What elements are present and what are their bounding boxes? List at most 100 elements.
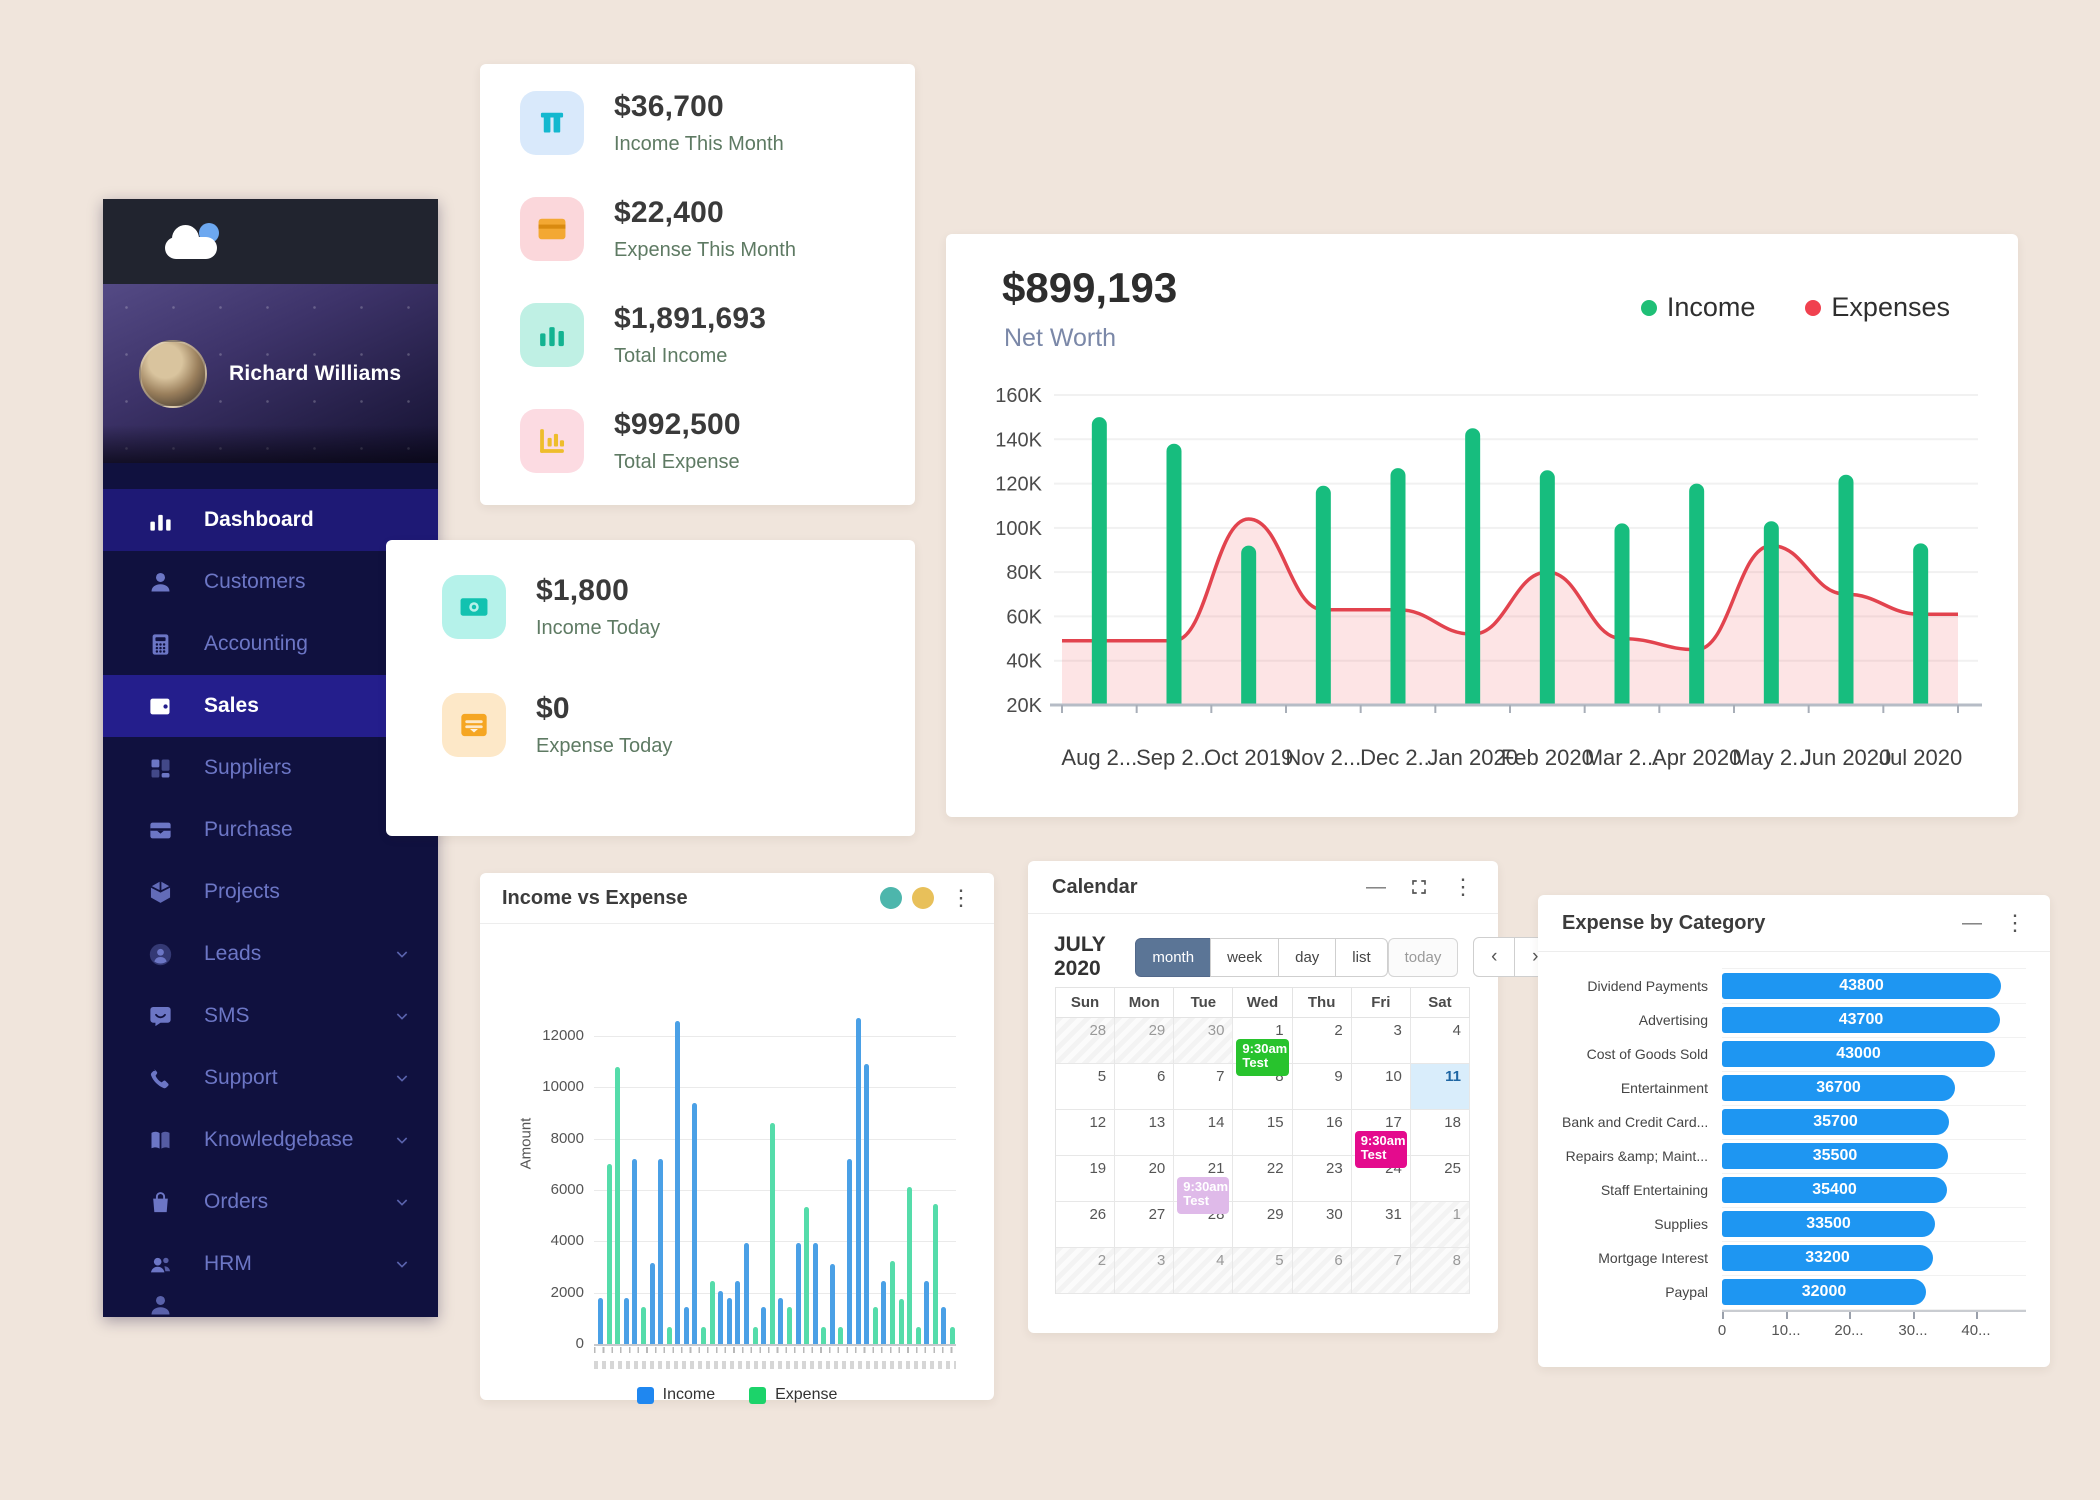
- cloud-logo-icon[interactable]: [165, 222, 221, 261]
- view-button-month[interactable]: month: [1135, 937, 1212, 977]
- calendar-day-29[interactable]: 29: [1233, 1202, 1293, 1248]
- sidebar-item-leads[interactable]: Leads: [103, 923, 438, 985]
- view-button-list[interactable]: list: [1335, 937, 1388, 977]
- calendar-day-26[interactable]: 26: [1056, 1202, 1116, 1248]
- category-bar[interactable]: 35700: [1722, 1108, 1949, 1135]
- calendar-day-9[interactable]: 9: [1292, 1064, 1352, 1110]
- category-bar[interactable]: 35500: [1722, 1142, 1948, 1169]
- category-bar[interactable]: 35400: [1722, 1176, 1947, 1203]
- kebab-menu-icon[interactable]: ⋮: [1452, 874, 1474, 899]
- calendar-day-4[interactable]: 4: [1410, 1018, 1470, 1064]
- calendar-day-12[interactable]: 12: [1056, 1110, 1116, 1156]
- calendar-day-23[interactable]: 23: [1292, 1156, 1352, 1202]
- chat-icon: [147, 1003, 174, 1030]
- calendar-day-19[interactable]: 19: [1056, 1156, 1116, 1202]
- calendar-day-22[interactable]: 22: [1233, 1156, 1293, 1202]
- calendar-day-31[interactable]: 31: [1351, 1202, 1411, 1248]
- calendar-event[interactable]: 9:30am Test: [1236, 1039, 1289, 1076]
- calendar-day-3-other[interactable]: 3: [1115, 1248, 1175, 1294]
- calendar-day-28-other[interactable]: 28: [1056, 1018, 1116, 1064]
- category-bar[interactable]: 43000: [1722, 1040, 1995, 1067]
- sidebar-item-projects[interactable]: Projects: [103, 861, 438, 923]
- expense-by-category-title: Expense by Category: [1562, 911, 1766, 934]
- svg-text:60K: 60K: [1006, 606, 1042, 628]
- calendar-day-25[interactable]: 25: [1410, 1156, 1470, 1202]
- category-bar[interactable]: 33500: [1722, 1210, 1935, 1237]
- avatar[interactable]: [139, 339, 207, 408]
- calendar-day-1-other[interactable]: 1: [1410, 1202, 1470, 1248]
- calendar-day-27[interactable]: 27: [1115, 1202, 1175, 1248]
- category-bar[interactable]: 43800: [1722, 973, 2001, 999]
- sidebar-item-sales[interactable]: Sales: [103, 675, 438, 737]
- calendar-day-13[interactable]: 13: [1115, 1110, 1175, 1156]
- sidebar-item-orders[interactable]: Orders: [103, 1171, 438, 1233]
- calendar-day-7[interactable]: 7: [1174, 1064, 1234, 1110]
- calendar-day-21[interactable]: 21 9:30am Test: [1174, 1156, 1234, 1214]
- sidebar-item-customers[interactable]: Customers: [103, 551, 438, 613]
- sidebar-item-suppliers[interactable]: Suppliers: [103, 737, 438, 799]
- calendar-day-1[interactable]: 1 9:30am Test: [1233, 1018, 1293, 1076]
- category-label: Entertainment: [1620, 1080, 1708, 1096]
- header-dot-icon[interactable]: [912, 887, 934, 909]
- sidebar-item-hrm[interactable]: HRM: [103, 1233, 438, 1295]
- legend-item-expense[interactable]: Expense: [749, 1386, 837, 1404]
- sidebar-item-support[interactable]: Support: [103, 1047, 438, 1109]
- category-bar[interactable]: 43700: [1722, 1006, 2000, 1033]
- calendar-day-4-other[interactable]: 4: [1174, 1248, 1234, 1294]
- sidebar-item-dashboard[interactable]: Dashboard: [103, 489, 438, 551]
- calendar-day-6[interactable]: 6: [1115, 1064, 1175, 1110]
- calendar-day-6-other[interactable]: 6: [1292, 1248, 1352, 1294]
- legend-item-income[interactable]: Income: [1640, 292, 1756, 323]
- calendar-day-5-other[interactable]: 5: [1233, 1248, 1293, 1294]
- sidebar-item-purchase[interactable]: Purchase: [103, 799, 438, 861]
- svg-text:Apr 2020: Apr 2020: [1652, 745, 1741, 770]
- calendar-day-18[interactable]: 18: [1410, 1110, 1470, 1156]
- calendar-day-7-other[interactable]: 7: [1351, 1248, 1411, 1294]
- sidebar-item-sms[interactable]: SMS: [103, 985, 438, 1047]
- kebab-menu-icon[interactable]: ⋮: [950, 885, 972, 910]
- bar-income: [658, 1159, 664, 1344]
- today-button[interactable]: today: [1387, 937, 1459, 977]
- sidebar-item-accounting[interactable]: Accounting: [103, 613, 438, 675]
- calendar-day-10[interactable]: 10: [1351, 1064, 1411, 1110]
- kebab-menu-icon[interactable]: ⋮: [2004, 910, 2026, 935]
- calendar-event[interactable]: 9:30am Test: [1354, 1131, 1407, 1168]
- header-dot-icon[interactable]: [880, 887, 902, 909]
- category-bar[interactable]: 33200: [1722, 1244, 1933, 1271]
- calendar-day-5[interactable]: 5: [1056, 1064, 1116, 1110]
- calendar-day-20[interactable]: 20: [1115, 1156, 1175, 1202]
- calendar-day-29-other[interactable]: 29: [1115, 1018, 1175, 1064]
- sidebar-item-knowledgebase[interactable]: Knowledgebase: [103, 1109, 438, 1171]
- bar-income: [855, 1018, 861, 1344]
- calendar-day-16[interactable]: 16: [1292, 1110, 1352, 1156]
- bar-expense: [932, 1204, 938, 1344]
- legend-label: Income: [1666, 292, 1756, 322]
- expand-icon[interactable]: [1410, 878, 1428, 896]
- calendar-event[interactable]: 9:30am Test: [1177, 1177, 1230, 1214]
- x-axis-tick-mark: [1976, 1312, 1978, 1319]
- calendar-day-8[interactable]: 8: [1233, 1064, 1293, 1110]
- calendar-day-2-other[interactable]: 2: [1056, 1248, 1116, 1294]
- calendar-day-30-other[interactable]: 30: [1174, 1018, 1234, 1064]
- calendar-day-15[interactable]: 15: [1233, 1110, 1293, 1156]
- category-bar[interactable]: 36700: [1722, 1074, 1955, 1101]
- prev-month-button[interactable]: ‹: [1473, 937, 1516, 977]
- calendar-day-17[interactable]: 17 9:30am Test: [1351, 1110, 1411, 1168]
- minimize-icon[interactable]: —: [1366, 875, 1386, 898]
- sidebar-item-label: Dashboard: [204, 508, 314, 531]
- calendar-day-14[interactable]: 14: [1174, 1110, 1234, 1156]
- calendar-day-30[interactable]: 30: [1292, 1202, 1352, 1248]
- calendar-day-3[interactable]: 3: [1351, 1018, 1411, 1064]
- calendar-day-11[interactable]: 11: [1410, 1064, 1470, 1110]
- view-button-week[interactable]: week: [1210, 937, 1280, 977]
- calendar-day-8-other[interactable]: 8: [1410, 1248, 1470, 1294]
- sidebar-item-partial[interactable]: [103, 1295, 438, 1315]
- minimize-icon[interactable]: —: [1962, 911, 1982, 934]
- category-bar[interactable]: 32000: [1722, 1278, 1926, 1305]
- legend-item-expenses[interactable]: Expenses: [1805, 292, 1950, 323]
- view-button-day[interactable]: day: [1278, 937, 1337, 977]
- stat-row-income-this-month: $36,700 Income This Month: [480, 70, 915, 176]
- legend-item-income[interactable]: Income: [636, 1386, 715, 1404]
- calendar-day-2[interactable]: 2: [1292, 1018, 1352, 1064]
